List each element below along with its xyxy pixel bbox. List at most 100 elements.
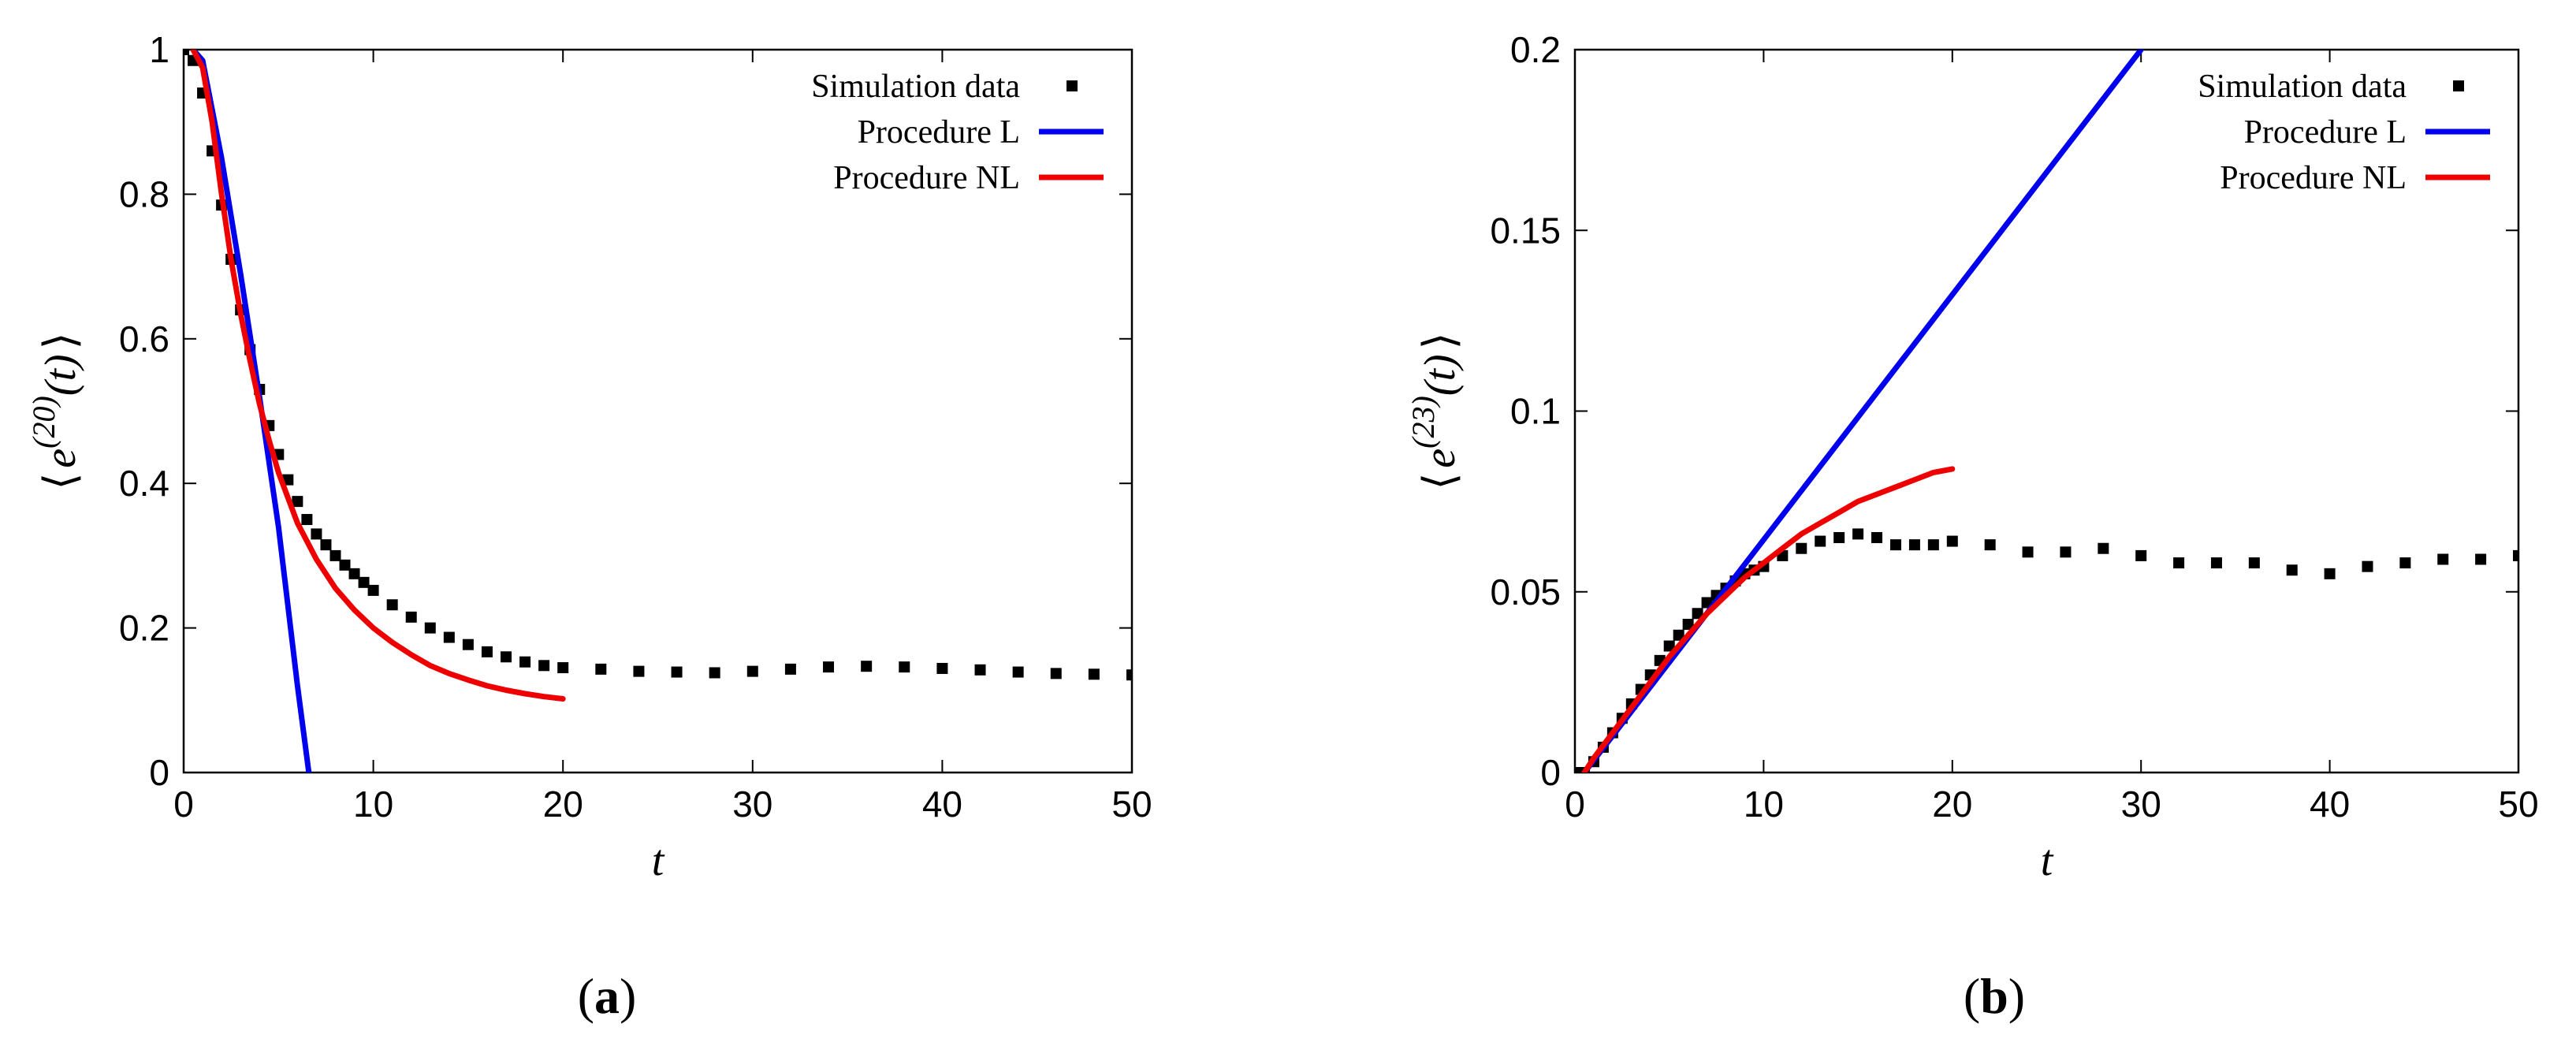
data-point <box>519 656 531 668</box>
data-point <box>2437 553 2449 565</box>
data-point <box>899 661 910 673</box>
panel-label: (b) <box>1964 968 2025 1024</box>
y-axis-label-arg: (t) <box>1416 354 1465 396</box>
data-point <box>1908 539 1920 551</box>
data-point <box>184 50 189 55</box>
x-tick-label: 30 <box>2121 784 2161 825</box>
y-tick-label: 0.2 <box>1510 29 1561 70</box>
data-point <box>2060 546 2072 558</box>
data-point <box>595 663 607 675</box>
legend-label: Simulation data <box>2198 69 2407 105</box>
data-point <box>2098 542 2109 554</box>
data-point <box>311 528 322 540</box>
data-point <box>301 514 313 526</box>
data-point <box>974 664 986 676</box>
data-point <box>861 661 873 672</box>
x-tick-label: 50 <box>2498 784 2538 825</box>
data-point <box>2135 549 2147 561</box>
data-point <box>557 662 569 674</box>
y-axis-label-right: ⟩ <box>1416 332 1465 349</box>
data-point <box>1927 539 1939 551</box>
x-tick-label: 20 <box>543 784 583 825</box>
data-point <box>746 665 758 677</box>
data-point <box>709 667 720 679</box>
y-tick-label: 0.4 <box>119 463 169 504</box>
plot-frame <box>182 48 1134 774</box>
y-axis-label-base: e <box>36 449 85 468</box>
data-point <box>443 631 455 643</box>
data-point <box>1796 542 1807 554</box>
data-point <box>329 549 341 561</box>
panel-b: 0 10 20 30 40 50 0 0.05 0.1 0.15 0.2 t ⟨ e(23)(t) ⟩ Sim… <box>1405 29 2539 885</box>
data-point <box>671 666 683 678</box>
data-point <box>2513 549 2518 561</box>
y-tick-label: 0.6 <box>119 318 169 359</box>
data-point <box>2022 546 2034 558</box>
y-tick-label: 0 <box>149 752 169 793</box>
data-point <box>1852 528 1864 540</box>
data-point <box>936 662 948 674</box>
x-tick-label: 50 <box>1111 784 1152 825</box>
data-point <box>292 496 303 508</box>
x-axis-label: t <box>2041 836 2054 885</box>
data-point <box>367 584 379 596</box>
panel-letter: a <box>594 968 620 1024</box>
y-axis-label-left: ⟨ <box>36 473 85 490</box>
x-tick-label: 10 <box>353 784 393 825</box>
data-point <box>1682 619 1694 631</box>
data-point <box>1050 668 1062 680</box>
x-tick-label: 0 <box>1565 784 1585 825</box>
legend-label: Procedure NL <box>2220 160 2407 196</box>
y-axis-label-sup: (23) <box>1405 396 1441 449</box>
data-point <box>2362 560 2373 572</box>
data-point <box>282 474 294 486</box>
series-line-procedure-nl <box>1581 466 1956 773</box>
data-point <box>2173 557 2185 569</box>
y-axis-label: ⟨ e(20)(t) ⟩ <box>26 332 85 490</box>
series-line-procedure-nl <box>190 50 566 702</box>
legend-label: Simulation data <box>811 69 1020 105</box>
data-point <box>1575 767 1580 773</box>
series-line-procedure-l <box>190 50 312 773</box>
data-point <box>2286 564 2298 576</box>
data-point <box>538 660 550 672</box>
legend: Simulation data Procedure L Procedure NL <box>811 69 1104 196</box>
plot-area <box>184 50 1132 773</box>
data-point <box>2399 557 2411 569</box>
x-tick-label: 40 <box>2310 784 2350 825</box>
data-point <box>462 639 474 650</box>
panel-label: (a) <box>578 968 637 1024</box>
y-axis-label-sup: (20) <box>26 396 61 449</box>
y-axis-label-arg: (t) <box>36 354 85 396</box>
x-tick-label: 40 <box>922 784 962 825</box>
data-point <box>1088 668 1100 680</box>
y-tick-label: 0.05 <box>1490 572 1561 612</box>
data-point <box>2248 557 2260 569</box>
data-point <box>348 568 360 579</box>
y-tick-label: 0.2 <box>119 608 169 649</box>
y-axis-label-right: ⟩ <box>36 332 85 349</box>
x-tick-label: 10 <box>1744 784 1784 825</box>
data-point <box>1692 608 1703 620</box>
data-point <box>320 539 332 551</box>
panel-letter: b <box>1980 968 2008 1024</box>
data-point <box>358 576 370 588</box>
data-point <box>1012 666 1024 678</box>
x-tick-label: 30 <box>732 784 772 825</box>
y-tick-label: 0.1 <box>1510 391 1561 432</box>
data-point <box>386 599 398 611</box>
data-point <box>1673 629 1684 641</box>
x-tick-label: 20 <box>1932 784 1972 825</box>
legend-label: Procedure NL <box>833 160 1020 196</box>
legend-marker <box>1067 80 1078 91</box>
data-point <box>1871 531 1883 543</box>
series-line-procedure-l <box>1581 50 2144 773</box>
data-point <box>1833 531 1845 543</box>
y-tick-label: 1 <box>149 29 169 70</box>
data-point <box>481 646 493 657</box>
plot-frame <box>1573 48 2520 774</box>
y-tick-label: 0 <box>1540 752 1561 793</box>
data-point <box>633 665 645 677</box>
data-point <box>823 661 835 673</box>
